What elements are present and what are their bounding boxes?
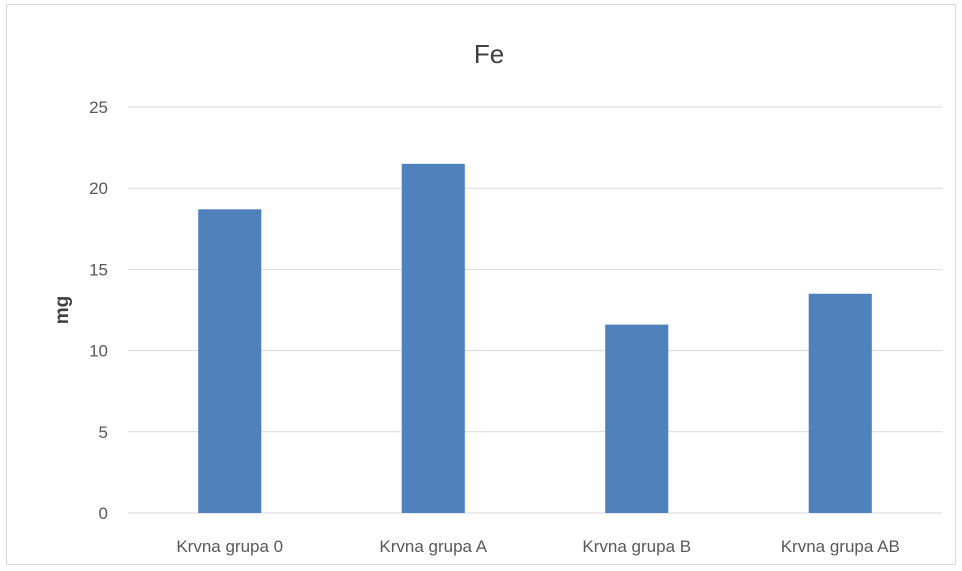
- y-tick-label: 5: [99, 423, 108, 442]
- bar-2: [401, 163, 465, 513]
- bar-1: [198, 209, 262, 513]
- y-tick-label: 0: [99, 504, 108, 523]
- chart-frame: [6, 4, 956, 565]
- bar-4: [808, 293, 872, 513]
- bars: [198, 163, 872, 513]
- x-tick-label: Krvna grupa 0: [176, 537, 283, 556]
- bar-3: [605, 324, 669, 513]
- x-axis-ticks: Krvna grupa 0 Krvna grupa A Krvna grupa B K…: [176, 537, 899, 556]
- x-tick-label: Krvna grupa B: [582, 537, 691, 556]
- y-axis-ticks: 0 5 10 15 20 25: [89, 98, 108, 523]
- y-axis-label: mg: [52, 296, 73, 325]
- gridlines: [128, 106, 942, 514]
- chart-title: Fe: [474, 39, 504, 69]
- y-tick-label: 15: [89, 260, 108, 279]
- y-tick-label: 25: [89, 98, 108, 117]
- x-tick-label: Krvna grupa AB: [781, 537, 900, 556]
- x-tick-label: Krvna grupa A: [379, 537, 487, 556]
- y-tick-label: 10: [89, 342, 108, 361]
- y-tick-label: 20: [89, 179, 108, 198]
